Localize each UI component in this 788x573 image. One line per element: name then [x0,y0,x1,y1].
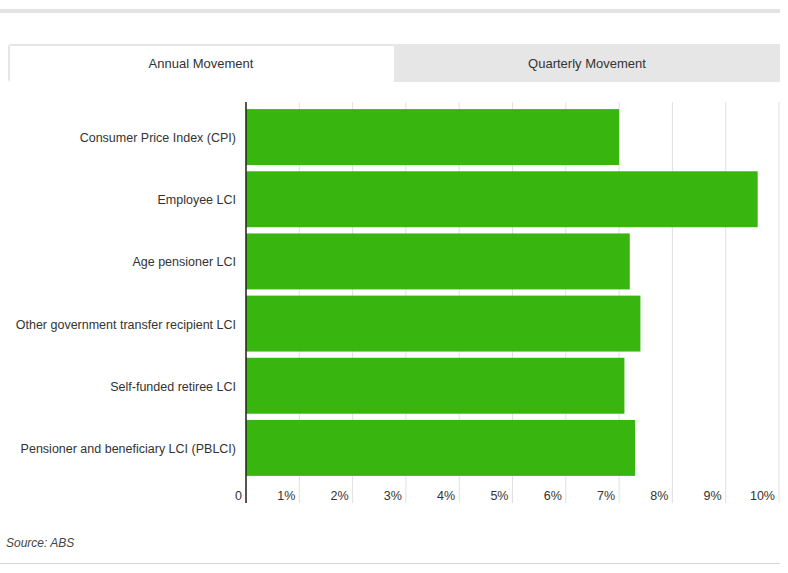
category-label: Employee LCI [157,193,236,207]
tab[interactable] [10,46,394,82]
top-rule [0,9,780,13]
bar [246,233,630,289]
tick-label: 4% [437,489,455,503]
grid-line [246,102,247,503]
tick-label: 8% [650,489,668,503]
source: Source: ABS [6,536,74,550]
tab-label[interactable]: Quarterly Movement [528,56,646,71]
category-label: Other government transfer recipient LCI [16,318,236,332]
tick-label: 0 [235,489,242,503]
category-label: Self-funded retiree LCI [110,380,236,394]
category-label: Consumer Price Index (CPI) [80,131,236,145]
tick-label: 3% [384,489,402,503]
bar [246,420,635,476]
bar [246,109,619,165]
category-label: Pensioner and beneficiary LCI (PBLCI) [21,442,236,456]
bar [246,171,758,227]
axis-line [245,102,247,503]
bars [246,109,758,476]
grid-line [672,102,673,503]
tick-label: 1% [277,489,295,503]
tick-label: 6% [544,489,562,503]
tab-label[interactable]: Annual Movement [149,56,254,71]
tick-label: 2% [331,489,349,503]
grid-line [725,102,726,503]
tick-label: 7% [597,489,615,503]
grid-line [779,102,780,503]
tick-label: 5% [490,489,508,503]
tab-bar [8,44,780,82]
bar [246,296,640,352]
bar [246,358,624,414]
tick-label: 9% [704,489,722,503]
tab[interactable] [394,44,780,82]
bottom-rule [0,563,780,564]
category-label: Age pensioner LCI [132,255,236,269]
tick-label: 10% [750,489,775,503]
